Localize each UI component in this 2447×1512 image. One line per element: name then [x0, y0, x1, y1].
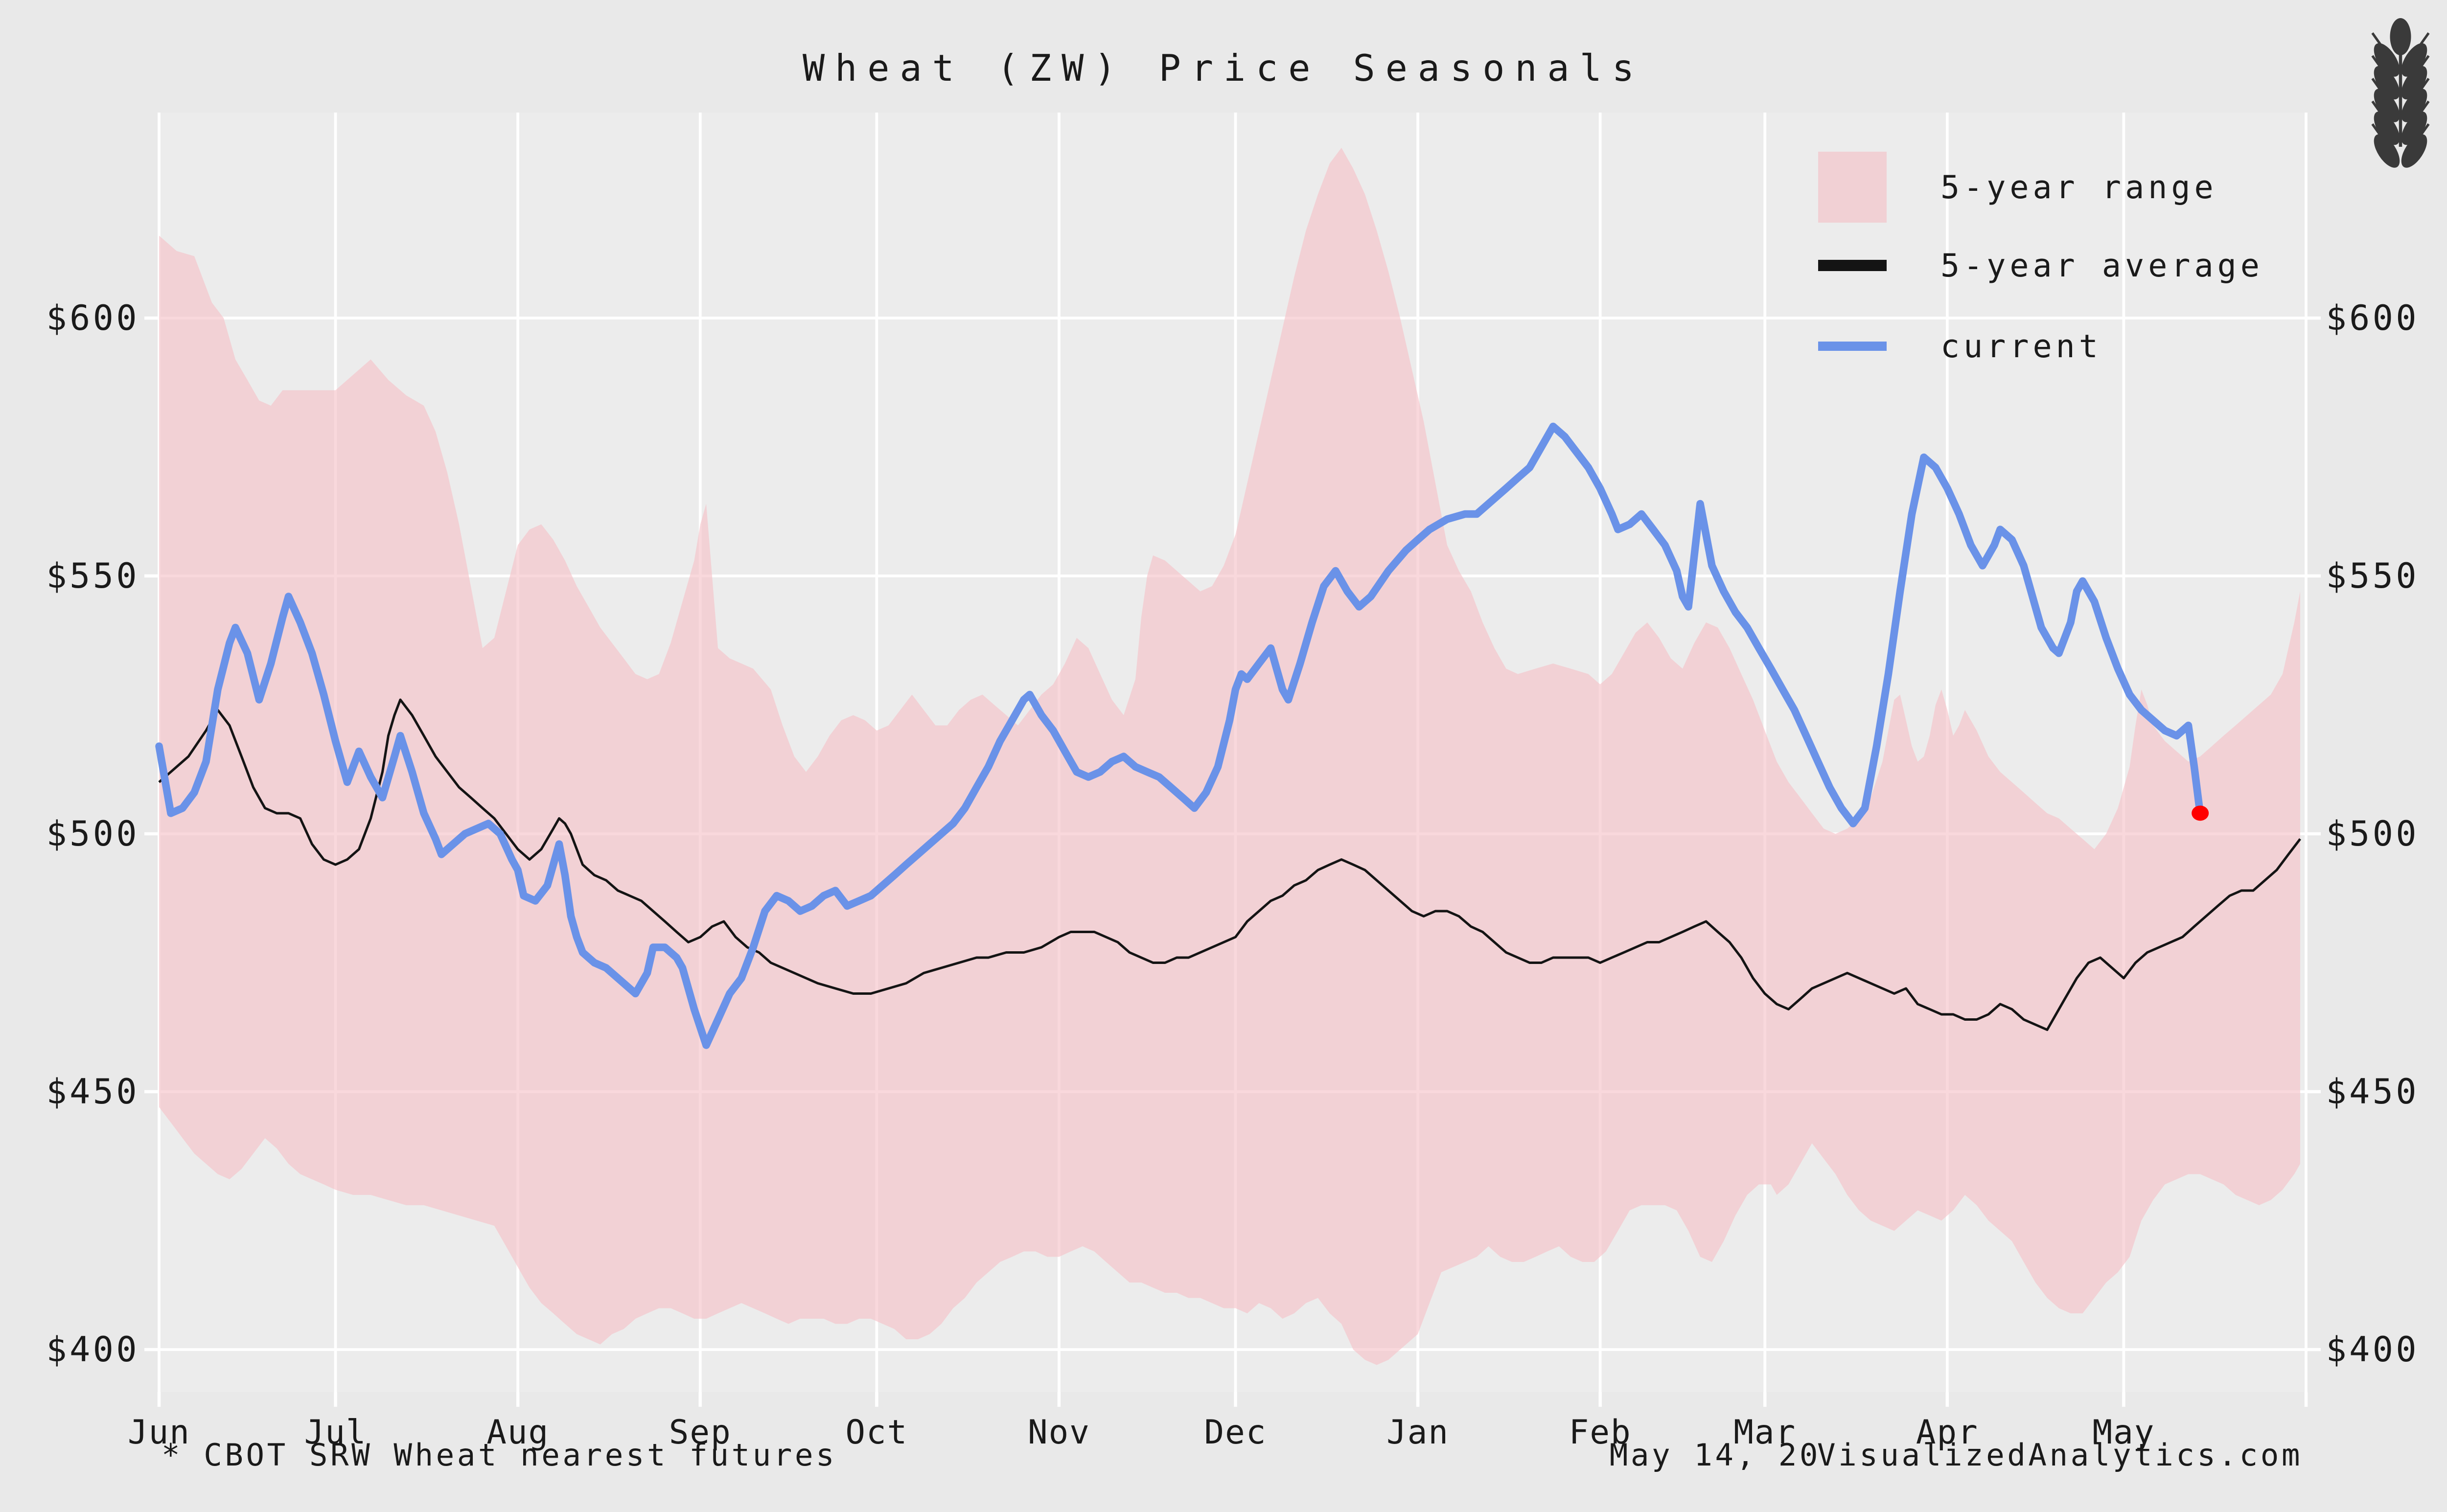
y-axis-label: $500 — [2326, 814, 2420, 854]
wheat-grain-top — [2390, 18, 2411, 55]
y-axis-label: $500 — [46, 814, 139, 854]
legend: 5-year range 5-year average current — [1818, 152, 2263, 365]
current-last-point-dot — [2192, 805, 2209, 821]
wheat-grain-left — [2374, 89, 2400, 122]
legend-range-swatch — [1818, 152, 1887, 223]
x-axis-month-labels: Jun Jul Aug Sep Oct Nov Dec Jan Feb Mar Apr May — [128, 1413, 2155, 1451]
y-axis-label: $400 — [46, 1329, 139, 1370]
month-label: Oct — [845, 1413, 908, 1451]
y-axis-label: $600 — [2326, 298, 2420, 338]
chart-title: Wheat (ZW) Price Seasonals — [803, 46, 1644, 90]
y-axis-label: $550 — [2326, 556, 2420, 596]
month-label: May — [2092, 1413, 2155, 1451]
month-label: Jun — [128, 1413, 190, 1451]
footnote: * CBOT SRW Wheat nearest futures — [162, 1437, 837, 1473]
wheat-grain-left — [2374, 111, 2400, 145]
y-axis-label: $400 — [2326, 1329, 2420, 1370]
month-label: Dec — [1204, 1413, 1267, 1451]
wheat-grain-left — [2374, 66, 2400, 100]
footer: * CBOT SRW Wheat nearest futures May 14,… — [162, 1437, 2303, 1473]
y-axis-label: $450 — [46, 1072, 139, 1112]
average-line — [158, 698, 2301, 1031]
wheat-ear-icon — [2371, 18, 2430, 168]
wheat-grain-right — [2401, 134, 2427, 168]
y-axis-labels-right: $400 $450 $500 $550 $600 — [2326, 298, 2420, 1370]
wheat-grain-right — [2401, 66, 2427, 100]
legend-range-label: 5-year range — [1940, 169, 2217, 206]
month-label: Jul — [304, 1413, 367, 1451]
legend-current-label: current — [1940, 328, 2102, 365]
wheat-grain-left — [2374, 134, 2400, 168]
footer-date: May 14, 20 — [1610, 1437, 1821, 1473]
y-axis-label: $550 — [46, 556, 139, 596]
axis-ticks — [144, 316, 2321, 1407]
wheat-grain-right — [2401, 43, 2427, 77]
y-axis-label: $600 — [46, 298, 139, 338]
footer-site: VisualizedAnalytics.com — [1817, 1437, 2303, 1473]
wheat-grain-right — [2401, 111, 2427, 145]
month-label: Sep — [669, 1413, 732, 1451]
month-label: Nov — [1028, 1413, 1090, 1451]
month-label: Apr — [1916, 1413, 1979, 1451]
y-axis-label: $450 — [2326, 1072, 2420, 1112]
wheat-grain-right — [2401, 89, 2427, 122]
month-label: Mar — [1733, 1413, 1796, 1451]
month-label: Jan — [1386, 1413, 1449, 1451]
range-band — [159, 148, 2300, 1365]
wheat-grain-left — [2374, 43, 2400, 77]
current-line — [155, 422, 2204, 1049]
month-label: Aug — [486, 1413, 549, 1451]
legend-average-label: 5-year average — [1940, 248, 2263, 284]
y-axis-labels-left: $400 $450 $500 $550 $600 — [46, 298, 139, 1370]
month-label: Feb — [1569, 1413, 1632, 1451]
